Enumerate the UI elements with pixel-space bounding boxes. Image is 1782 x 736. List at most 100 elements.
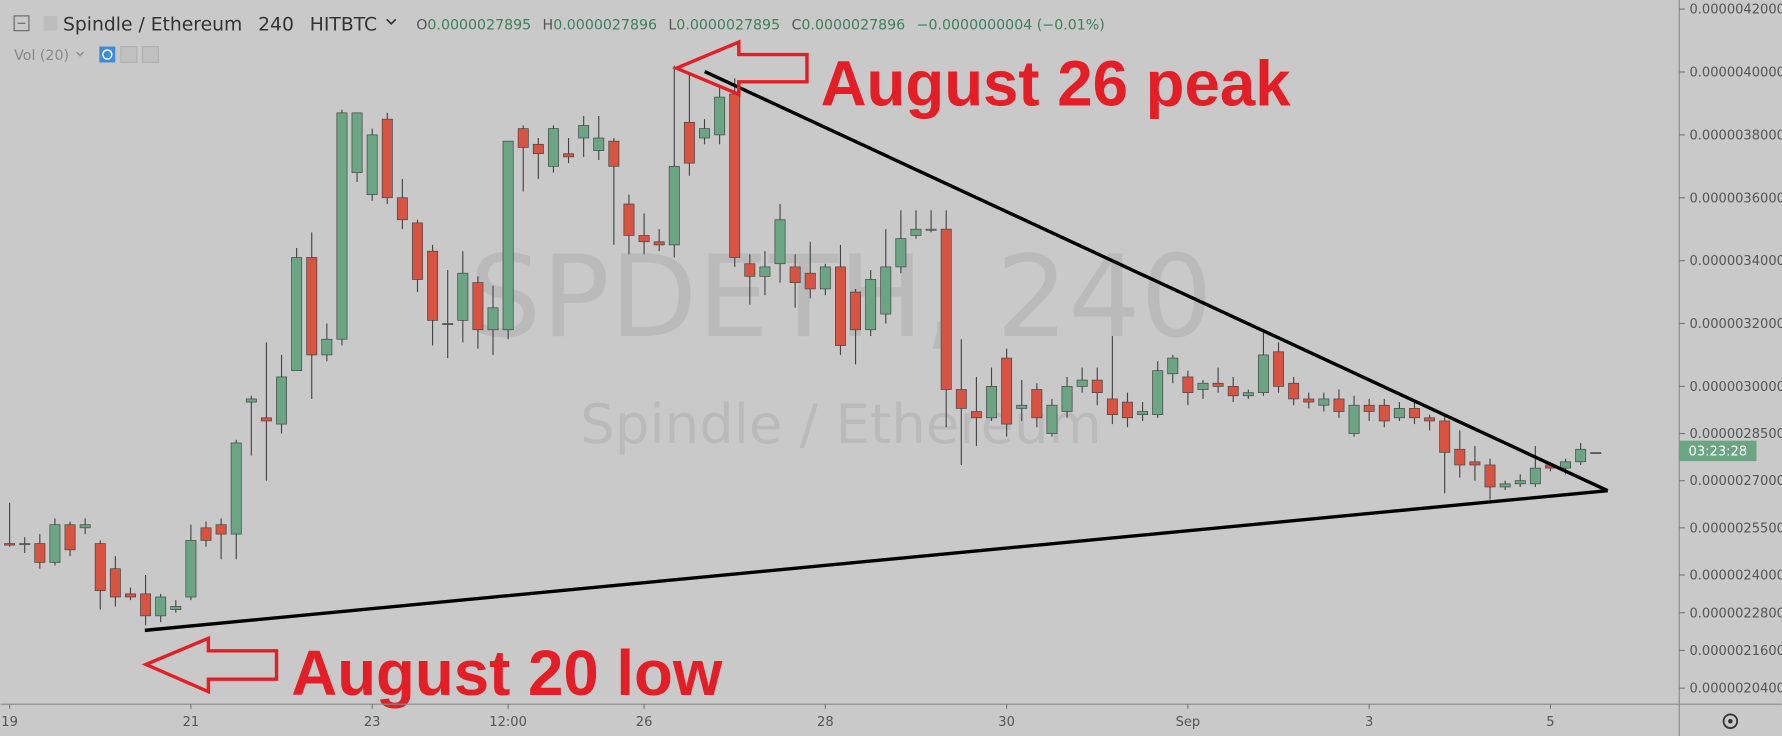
x-tick-label: 26: [636, 715, 653, 730]
candle-body: [986, 386, 997, 419]
exchange: HITBTC: [310, 15, 377, 36]
candle-body: [895, 238, 907, 268]
support-line: [144, 488, 1608, 633]
candle-body: [1046, 404, 1058, 434]
candle-body: [215, 524, 227, 535]
y-tick-label: 0.0000021600: [1689, 644, 1782, 659]
candle-body: [170, 606, 182, 610]
indicator-label[interactable]: Vol (20): [14, 48, 69, 64]
x-tick-label: 28: [817, 715, 834, 730]
x-tick-label: 30: [998, 715, 1015, 730]
candle-body: [623, 203, 635, 236]
candle-body: [1303, 398, 1315, 403]
candle-body: [351, 112, 363, 173]
candle-body: [79, 524, 91, 529]
candle-body: [1409, 408, 1420, 419]
candle-body: [64, 524, 76, 551]
candle-body: [925, 228, 937, 231]
candle-body: [1560, 461, 1572, 469]
settings-gear[interactable]: [1722, 713, 1739, 729]
candle-body: [593, 137, 605, 151]
price-axis: 0.0000042000 0.0000040000 0.0000038000 0.00…: [1679, 3, 1782, 697]
candle-body: [578, 125, 590, 139]
candle-body: [185, 540, 197, 598]
candle-body: [1454, 448, 1466, 466]
candle-body: [774, 219, 786, 265]
candle-body: [1575, 448, 1587, 463]
hide-button[interactable]: [99, 46, 116, 63]
candle-body: [472, 282, 484, 331]
candle-body: [366, 134, 378, 195]
y-tick-label: 0.0000028500: [1689, 427, 1782, 442]
candle-body: [276, 376, 287, 425]
y-tick-label: 0.0000022800: [1689, 606, 1782, 621]
candle-body: [608, 140, 620, 167]
candle-body: [49, 524, 61, 563]
candle-body: [653, 241, 665, 246]
collapse-button[interactable]: [13, 15, 30, 32]
ohlc-value: 0.0000027895: [676, 18, 780, 34]
candle-body: [1288, 382, 1300, 400]
candle-body: [865, 279, 877, 331]
candle-body: [547, 128, 559, 167]
y-tick-label: 0.0000036000: [1689, 191, 1782, 206]
remove-button[interactable]: [141, 46, 159, 64]
candle-body: [457, 272, 469, 321]
candles: [4, 65, 1602, 626]
y-tick-label: 0.0000040000: [1689, 66, 1782, 81]
y-tick-label: 0.0000027000: [1689, 474, 1782, 489]
x-tick-label: 23: [364, 715, 381, 730]
time-axis: 19 21 23 12:00 26 28 30 Sep 3 5: [1, 704, 1555, 730]
candle-body: [200, 527, 212, 541]
candle-body: [668, 165, 680, 246]
x-tick-label: 12:00: [489, 715, 527, 730]
candle-body: [789, 266, 801, 283]
candle-body: [1197, 382, 1209, 390]
hide-icon: [102, 49, 113, 60]
candle-body: [1273, 351, 1284, 387]
ohlc-key: L: [668, 18, 676, 34]
candle-body: [714, 96, 726, 136]
candle-body: [427, 250, 439, 321]
dropdown-chevron[interactable]: [386, 18, 397, 26]
candle-body: [396, 197, 408, 221]
candle-body: [1318, 398, 1330, 406]
candle-body: [306, 257, 318, 356]
candle-body: [140, 593, 152, 617]
ohlc-value: 0.0000027896: [801, 18, 905, 34]
settings-button[interactable]: [120, 46, 138, 64]
y-tick-label: 0.0000025500: [1689, 521, 1782, 536]
candle-body: [1137, 411, 1149, 415]
candle-body: [1152, 370, 1164, 415]
countdown: 03:23:28: [1689, 444, 1748, 459]
candle-body: [699, 128, 710, 139]
candle-body: [563, 153, 574, 158]
candle-body: [109, 568, 121, 598]
candle-body: [1484, 464, 1496, 488]
watermark-subtitle: Spindle / Ethereum: [580, 392, 1101, 456]
candle-body: [1076, 379, 1088, 387]
candle-body: [532, 143, 544, 155]
symbol-header[interactable]: Spindle / Ethereum 240 HITBTC: [63, 15, 377, 36]
candle-body: [835, 266, 846, 346]
candle-body: [1363, 404, 1375, 412]
resistance-line: [704, 70, 1609, 493]
y-tick-label: 0.0000024000: [1689, 569, 1782, 584]
ohlc-legend: O0.0000027895 H0.0000027896 L0.0000027895 C…: [416, 18, 1105, 34]
candle-body: [291, 257, 303, 371]
x-tick-label: 21: [183, 715, 200, 730]
symbol-icon: [43, 15, 58, 31]
candle-body: [1106, 398, 1118, 415]
ohlc-value: 0.0000027896: [553, 18, 657, 34]
x-tick-label: 5: [1546, 715, 1554, 730]
candle-body: [1514, 480, 1526, 485]
candle-body: [155, 596, 167, 617]
candle-body: [850, 291, 862, 331]
y-tick-label: 0.0000032000: [1689, 317, 1782, 332]
y-tick-label: 0.0000034000: [1689, 254, 1782, 269]
indicator-chevron[interactable]: [76, 51, 84, 57]
candle-body: [683, 121, 695, 164]
candle-body: [125, 593, 136, 598]
candle-body: [1393, 408, 1405, 419]
candle-body: [260, 417, 272, 422]
